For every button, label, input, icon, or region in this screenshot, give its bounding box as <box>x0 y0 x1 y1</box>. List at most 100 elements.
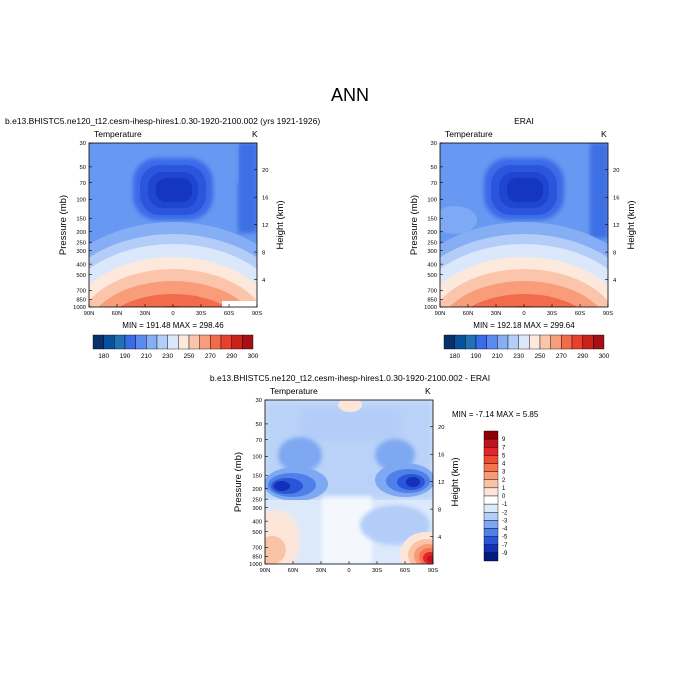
colorbar-swatch <box>483 430 499 440</box>
y-tick-label: 200 <box>427 230 437 236</box>
y-tick-label: 200 <box>252 487 262 493</box>
y-tick-label: 70 <box>80 181 86 187</box>
x-tick-label: 60N <box>112 311 123 317</box>
y-tick-label: 850 <box>76 298 86 304</box>
x-tick-label: 30N <box>316 568 327 574</box>
colorbar-label: 210 <box>492 353 503 360</box>
colorbar-swatch <box>483 512 499 521</box>
y-tick-label: 400 <box>427 262 437 268</box>
panel-title: b.e13.BHISTC5.ne120_t12.cesm-ihesp-hires… <box>5 116 320 126</box>
x-tick-label: 30S <box>196 311 206 317</box>
colorbar-label: 300 <box>599 353 610 360</box>
y-tick-label: 250 <box>252 497 262 503</box>
x-tick-label: 90S <box>252 311 262 317</box>
colorbar-swatch <box>483 495 499 505</box>
y-tick-label: 700 <box>252 546 262 552</box>
colorbar-swatch <box>454 334 466 350</box>
colorbar-label: -4 <box>502 527 508 533</box>
units-label: K <box>601 129 607 139</box>
colorbar-swatch <box>483 520 499 529</box>
colorbar-swatch <box>571 334 583 350</box>
x-tick-label: 0 <box>347 568 350 574</box>
colorbar-swatch <box>220 334 232 350</box>
y-axis-label-right: Height (km) <box>626 200 637 249</box>
colorbar-label: 290 <box>226 353 237 360</box>
colorbar-swatch <box>167 334 179 350</box>
x-tick-label: 90N <box>260 568 271 574</box>
y-tick-label: 1000 <box>73 305 86 311</box>
colorbar-label: 290 <box>577 353 588 360</box>
colorbar-label: -5 <box>502 535 508 541</box>
colorbar-label: 230 <box>513 353 524 360</box>
x-tick-label: 30S <box>372 568 382 574</box>
contour-field <box>440 143 608 307</box>
x-tick-label: 90S <box>428 568 438 574</box>
panel-erai: ERAI Temperature K 305070100150200250300… <box>409 116 637 360</box>
y-tick-label: 300 <box>427 249 437 255</box>
colorbar-label: 0 <box>502 494 506 500</box>
y-tick-label: 1000 <box>424 305 437 311</box>
variable-label: Temperature <box>445 129 493 139</box>
x-tick-label: 30N <box>491 311 502 317</box>
minmax-label: MIN = 192.18 MAX = 299.64 <box>473 321 575 330</box>
colorbar-swatch <box>507 334 519 350</box>
y-right-tick-label: 20 <box>262 168 268 174</box>
y-right-tick-label: 12 <box>438 480 444 486</box>
y-axis-label: Pressure (mb) <box>233 452 244 512</box>
y-tick-label: 200 <box>76 230 86 236</box>
colorbar-swatch <box>582 334 594 350</box>
y-tick-label: 400 <box>252 519 262 525</box>
bottom-axis: 90N 60N 30N 0 30S 60S 90S <box>435 304 613 317</box>
colorbar-label: -7 <box>502 543 508 549</box>
y-right-tick-label: 8 <box>438 507 441 513</box>
y-tick-label: 700 <box>427 289 437 295</box>
y-tick-label: 150 <box>252 473 262 479</box>
y-tick-label: 250 <box>427 240 437 246</box>
colorbar-label: 2 <box>502 478 506 484</box>
units-label: K <box>425 386 431 396</box>
y-tick-label: 250 <box>76 240 86 246</box>
colorbar-difference: 9 7 5 4 3 2 1 0 -1 -2 -3 -4 -5 -7 -9 <box>483 430 508 562</box>
y-tick-label: 30 <box>80 141 86 147</box>
colorbar-label: 7 <box>502 445 506 451</box>
colorbar-swatch <box>483 487 499 497</box>
colorbar-swatch <box>124 334 136 350</box>
colorbar-label: 270 <box>556 353 567 360</box>
colorbar-swatch <box>483 552 499 562</box>
variable-label: Temperature <box>270 386 318 396</box>
main-title: ANN <box>331 85 369 105</box>
y-tick-label: 500 <box>252 530 262 536</box>
y-right-tick-label: 4 <box>613 278 617 284</box>
y-tick-label: 850 <box>252 555 262 561</box>
colorbar-swatch <box>156 334 168 350</box>
colorbar-swatch <box>529 334 541 350</box>
x-tick-label: 60S <box>575 311 585 317</box>
x-tick-label: 60N <box>463 311 474 317</box>
colorbar-label: -3 <box>502 518 508 524</box>
colorbar-swatch <box>539 334 551 350</box>
x-tick-label: 60S <box>400 568 410 574</box>
colorbar-label: 180 <box>449 353 460 360</box>
panel-model: b.e13.BHISTC5.ne120_t12.cesm-ihesp-hires… <box>5 116 320 360</box>
right-axis: 20 16 12 8 4 <box>254 168 268 284</box>
y-axis-label: Pressure (mb) <box>58 195 69 255</box>
right-axis: 20 16 12 8 4 <box>430 425 444 541</box>
colorbar-swatch <box>443 334 455 350</box>
y-tick-label: 700 <box>76 289 86 295</box>
colorbar-label: 180 <box>98 353 109 360</box>
colorbar-label: -1 <box>502 502 508 508</box>
y-right-tick-label: 4 <box>438 535 442 541</box>
colorbar-swatch <box>483 544 499 554</box>
bottom-axis: 90N 60N 30N 0 30S 60S 90S <box>260 561 438 574</box>
colorbar-swatch <box>486 334 498 350</box>
colorbar-swatch <box>483 471 499 480</box>
y-right-tick-label: 20 <box>438 425 444 431</box>
colorbar-swatch <box>483 447 499 456</box>
colorbar-label: 300 <box>248 353 259 360</box>
y-tick-label: 500 <box>427 273 437 279</box>
colorbar-swatch <box>483 438 499 448</box>
contour-field <box>89 143 257 307</box>
colorbar-swatch <box>497 334 509 350</box>
x-tick-label: 90N <box>84 311 95 317</box>
